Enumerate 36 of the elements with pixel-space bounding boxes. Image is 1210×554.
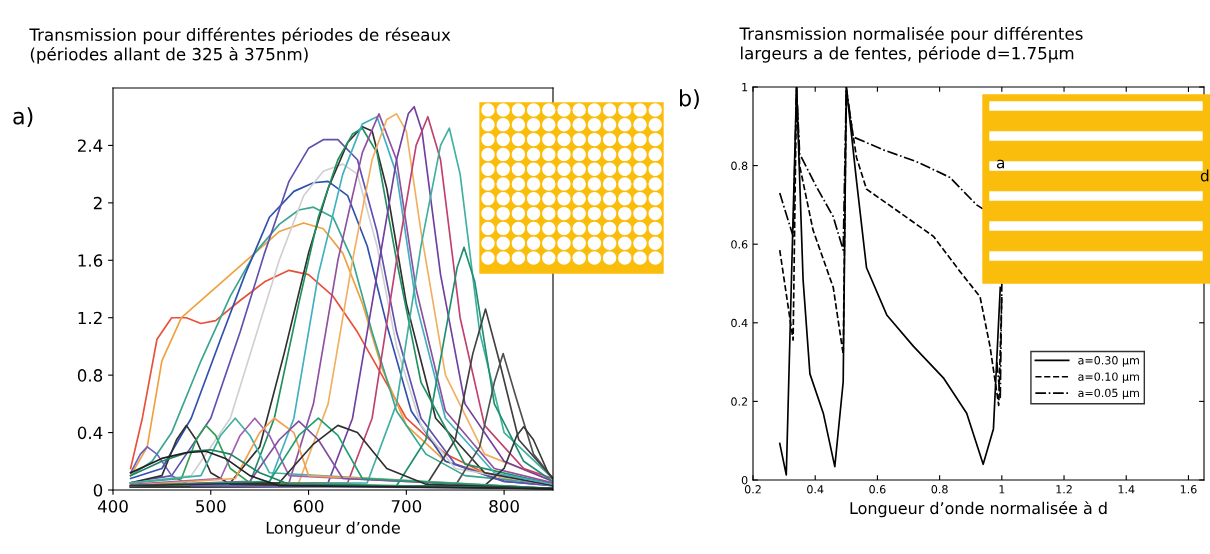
legend-label: a=0.05 µm	[1078, 388, 1139, 400]
x-tick-label: 0.4	[807, 485, 824, 494]
y-tick-label: 0.8	[731, 161, 748, 170]
y-tick-label: 2	[93, 196, 102, 210]
annotation: d	[1200, 169, 1209, 182]
x-tick-label: 700	[391, 500, 422, 513]
x-tick-label: 500	[196, 500, 226, 513]
text: a)	[13, 107, 33, 128]
x-tick-label: 0.8	[931, 485, 948, 494]
y-tick-label: 0	[93, 483, 103, 497]
y-tick-label: 0.6	[731, 240, 748, 249]
y-tick-label: 0	[741, 475, 748, 485]
y-tick-label: 0.4	[77, 426, 103, 440]
y-tick-label: 0.2	[731, 397, 748, 406]
text: b)	[680, 89, 699, 110]
y-tick-label: 2.4	[77, 139, 103, 152]
y-tick-label: 1	[742, 83, 748, 92]
y-tick-label: 1.6	[78, 254, 103, 267]
x-tick-label: 800	[489, 500, 519, 513]
x-tick-label: 0.6	[869, 485, 886, 494]
chart-title: Transmission normalisée pour différentes largeurs a de fentes, période d=1.75µm	[739, 26, 1083, 63]
chart-title: Transmission pour différentes périodes de réseaux (périodes allant de 325 à 375nm)	[29, 27, 451, 64]
x-tick-label: 600	[293, 500, 324, 513]
y-tick-label: 1.2	[78, 311, 102, 325]
y-tick-label: 0.8	[77, 369, 103, 382]
x-tick-label: 400	[97, 500, 128, 513]
x-tick-label: 1.4	[1118, 485, 1135, 494]
x-axis-title: Longueur d’onde	[266, 521, 400, 537]
x-tick-label: 1.6	[1180, 485, 1197, 494]
legend-label: a=0.10 µm	[1078, 372, 1139, 383]
legend-label: a=0.30 µm	[1078, 356, 1139, 367]
annotation: a	[996, 159, 1004, 169]
x-tick-label: 1.2	[1056, 485, 1072, 494]
x-tick-label: 1	[999, 485, 1005, 494]
x-axis-title: Longueur d’onde normalisée à d	[850, 501, 1107, 518]
y-tick-label: 0.4	[731, 318, 748, 328]
